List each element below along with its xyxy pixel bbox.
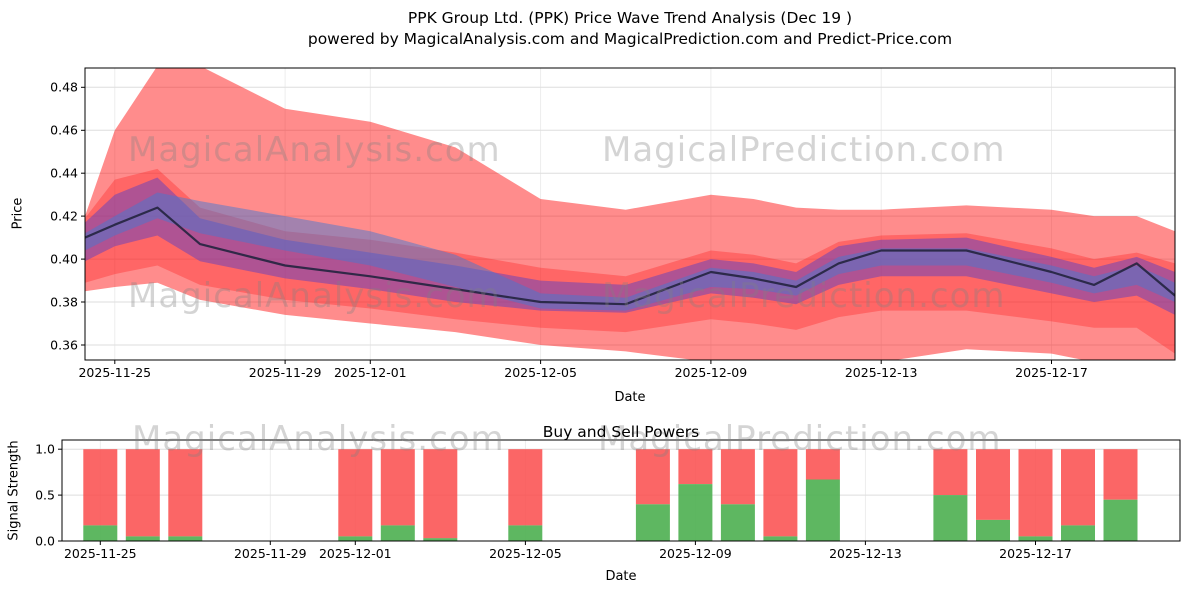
x-tick-label: 2025-12-13 <box>829 546 902 561</box>
sell-power-bar <box>678 449 713 485</box>
watermark-magicalprediction: MagicalPrediction.com <box>602 130 1006 170</box>
y-tick-label: 0.44 <box>50 166 78 181</box>
x-tick-label: 2025-12-17 <box>1015 365 1088 380</box>
sell-power-bar <box>1103 449 1138 500</box>
y-tick-label: 0.48 <box>50 80 78 95</box>
signal-strength-axis-label: Signal Strength <box>6 440 22 541</box>
watermark-magicalprediction: MagicalPrediction.com <box>602 276 1006 316</box>
y-tick-label: 0.46 <box>50 123 78 138</box>
y-tick-label: 0.40 <box>50 251 78 266</box>
x-tick-label: 2025-11-29 <box>234 546 307 561</box>
x-tick-label: 2025-12-17 <box>999 546 1072 561</box>
sell-power-bar <box>805 449 840 480</box>
x-tick-label: 2025-12-13 <box>845 365 918 380</box>
band-inner-red <box>85 168 1175 354</box>
x-tick-label: 2025-12-01 <box>334 365 407 380</box>
x-tick-label: 2025-11-29 <box>249 365 322 380</box>
y-tick-label: 0.38 <box>50 294 78 309</box>
buy-power-bar <box>976 519 1010 541</box>
sell-power-bar <box>125 449 160 537</box>
watermark-magicalanalysis: MagicalAnalysis.com <box>128 130 501 170</box>
x-tick-label: 2025-12-09 <box>659 546 732 561</box>
y-tick-label: 0.42 <box>50 208 78 223</box>
buy-power-bar <box>1103 499 1138 541</box>
buy-power-bar <box>508 525 543 541</box>
x-tick-label: 2025-12-09 <box>675 365 748 380</box>
buy-power-bar <box>763 536 798 541</box>
sell-power-bar <box>1018 449 1053 537</box>
powers-chart-title: Buy and Sell Powers <box>542 423 700 441</box>
buy-power-bar <box>125 536 160 541</box>
x-tick-label: 2025-11-25 <box>78 365 151 380</box>
y-tick-label: 0.5 <box>35 487 55 502</box>
watermark-magicalanalysis: MagicalAnalysis.com <box>128 276 501 316</box>
chart-subtitle: powered by MagicalAnalysis.com and Magic… <box>307 30 953 48</box>
chart-title: PPK Group Ltd. (PPK) Price Wave Trend An… <box>407 9 853 27</box>
plot-border <box>84 67 1176 361</box>
buy-power-bar <box>423 538 458 541</box>
band-purple <box>85 177 1175 315</box>
power-bars-group <box>83 449 1138 541</box>
sell-power-bar <box>1061 449 1095 526</box>
sell-power-bar <box>763 449 798 537</box>
buy-power-bar <box>338 536 373 541</box>
sell-power-bar <box>423 449 458 539</box>
x-tick-label: 2025-12-05 <box>489 546 562 561</box>
date-axis-label-bottom: Date <box>605 569 637 584</box>
buy-power-bar <box>168 536 203 541</box>
buy-power-bar <box>805 479 840 541</box>
x-tick-label: 2025-12-01 <box>319 546 392 561</box>
x-tick-label: 2025-12-05 <box>504 365 577 380</box>
sell-power-bar <box>380 449 415 526</box>
buy-power-bar <box>1018 536 1053 541</box>
buy-power-bar <box>720 504 755 541</box>
price-bands-group <box>85 68 1175 360</box>
date-axis-label-top: Date <box>614 390 646 405</box>
sell-power-bar <box>338 449 373 537</box>
y-tick-label: 1.0 <box>35 442 55 457</box>
sell-power-bar <box>83 449 118 526</box>
watermark-magicalanalysis: MagicalAnalysis.com <box>132 419 505 459</box>
buy-power-bar <box>1061 525 1095 541</box>
buy-power-bar <box>635 504 670 541</box>
buy-power-bar <box>678 484 713 541</box>
buy-power-bar <box>83 525 118 541</box>
y-tick-label: 0.0 <box>35 533 55 548</box>
sell-power-bar <box>933 449 968 496</box>
sell-power-bar <box>976 449 1010 520</box>
x-tick-label: 2025-11-25 <box>64 546 137 561</box>
buy-power-bar <box>380 525 415 541</box>
sell-power-bar <box>635 449 670 505</box>
trend-center-line <box>85 206 1175 306</box>
sell-power-bar <box>720 449 755 505</box>
sell-power-bar <box>168 449 203 537</box>
buy-power-bar <box>933 495 968 541</box>
sell-power-bar <box>508 449 543 526</box>
y-tick-label: 0.36 <box>50 337 78 352</box>
watermark-magicalprediction: MagicalPrediction.com <box>598 419 1002 459</box>
price-axis-label: Price <box>10 197 26 230</box>
plot-border <box>61 439 1181 542</box>
